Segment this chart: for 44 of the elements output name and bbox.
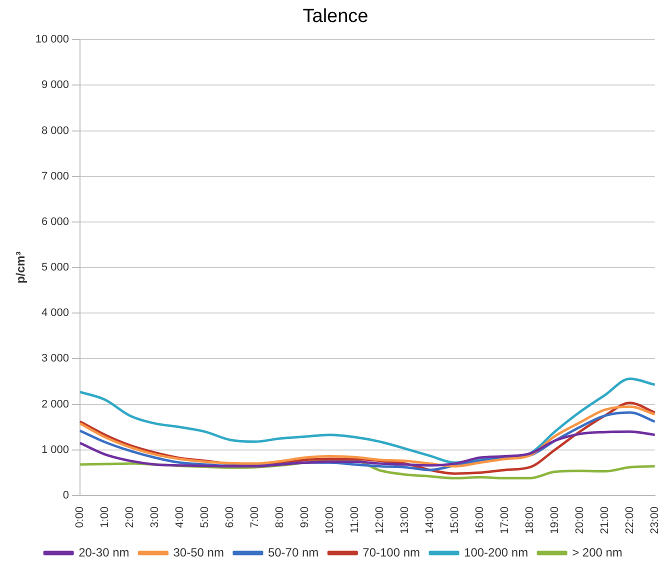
- x-tick-label: 7:00: [249, 506, 261, 528]
- x-tick-label: 2:00: [124, 506, 136, 528]
- y-tick-label: 1 000: [42, 444, 70, 456]
- x-tick-label: 10:00: [324, 506, 336, 534]
- x-tick-label: 20:00: [574, 506, 586, 534]
- x-tick-label: 5:00: [199, 506, 212, 528]
- x-tick-label: 14:00: [424, 506, 436, 534]
- y-tick-label: 3 000: [42, 352, 70, 365]
- y-tick-label: 4 000: [42, 307, 70, 320]
- y-tick-label: 10 000: [35, 34, 70, 46]
- x-tick-label: 0:00: [74, 506, 86, 528]
- legend-label: > 200 nm: [572, 545, 622, 560]
- line-series: [78, 430, 656, 468]
- x-tick-label: 4:00: [174, 506, 186, 528]
- legend-label: 100-200 nm: [464, 545, 528, 560]
- x-tick-label: 8:00: [274, 506, 286, 528]
- y-tick-label: 7 000: [42, 170, 70, 182]
- y-tick-label: 9 000: [42, 79, 70, 92]
- x-tick-label: 17:00: [498, 506, 511, 534]
- x-tick-label: 9:00: [298, 506, 311, 528]
- legend-label: 70-100 nm: [362, 545, 420, 560]
- x-tick-label: 12:00: [374, 506, 386, 534]
- x-tick-label: 19:00: [548, 506, 561, 534]
- x-tick-label: 3:00: [149, 506, 162, 528]
- y-tick-label: 2 000: [42, 398, 70, 410]
- x-tick-label: 6:00: [224, 506, 236, 528]
- y-tick-label: 6 000: [42, 216, 70, 228]
- x-tick-label: 15:00: [448, 506, 461, 534]
- x-tick-label: 21:00: [598, 506, 611, 534]
- x-tick-label: 1:00: [99, 506, 112, 528]
- y-tick-label: 0: [62, 490, 70, 502]
- x-tick-label: 16:00: [474, 506, 486, 534]
- legend-label: 30-50 nm: [173, 545, 224, 560]
- x-tick-label: 23:00: [648, 506, 661, 534]
- x-tick-label: 11:00: [348, 506, 361, 534]
- x-tick-label: 18:00: [524, 506, 536, 534]
- legend-label: 50-70 nm: [268, 545, 319, 560]
- x-tick-label: 13:00: [398, 506, 411, 534]
- y-tick-label: 5 000: [42, 262, 70, 274]
- legend-label: 20-30 nm: [78, 545, 130, 560]
- x-tick-label: 22:00: [624, 506, 636, 534]
- y-tick-label: 8 000: [42, 124, 70, 137]
- y-axis-title: p/cm³: [14, 252, 28, 284]
- chart-title: Talence: [302, 5, 370, 29]
